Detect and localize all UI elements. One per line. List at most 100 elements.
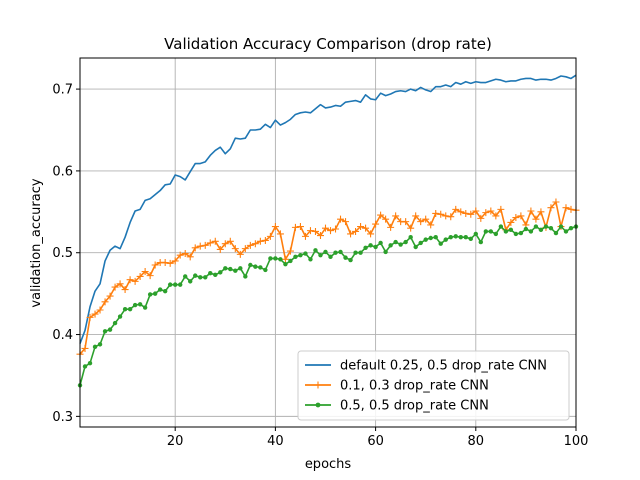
data-point (188, 279, 193, 284)
series-2 (76, 198, 580, 358)
data-point (147, 292, 153, 297)
series-1 (79, 74, 577, 344)
y-tick-label: 0.4 (52, 328, 73, 343)
data-point (157, 287, 163, 292)
data-point (178, 282, 183, 287)
data-point (452, 205, 460, 213)
data-point (563, 229, 569, 234)
data-point (552, 198, 560, 206)
data-point (558, 224, 564, 229)
legend-label: 0.5, 0.5 drop_rate CNN (340, 399, 489, 414)
data-point (273, 256, 278, 261)
chart-title: Validation Accuracy Comparison (drop rat… (164, 35, 492, 53)
data-point (553, 230, 559, 236)
data-point (231, 245, 239, 253)
y-tick-label: 0.5 (52, 246, 73, 261)
legend-entry-3: 0.5, 0.5 drop_rate CNN (305, 399, 489, 414)
data-point (208, 270, 213, 276)
data-point (427, 221, 435, 229)
data-point (316, 232, 324, 240)
data-point (398, 242, 403, 247)
data-point (402, 218, 410, 226)
data-point (106, 292, 114, 300)
data-point (221, 240, 229, 248)
data-point (548, 225, 554, 231)
data-point (176, 251, 184, 259)
legend-box (297, 350, 570, 421)
data-point (228, 266, 233, 272)
data-point (468, 236, 473, 242)
data-point (323, 249, 328, 255)
data-point (407, 224, 415, 232)
data-point (198, 275, 203, 280)
data-point (347, 230, 355, 238)
data-point (258, 265, 263, 270)
data-point (343, 255, 348, 260)
series-3 (77, 224, 579, 388)
data-point (271, 223, 279, 231)
data-point (392, 212, 400, 220)
data-point (358, 250, 363, 255)
data-point (311, 227, 319, 235)
data-point (193, 273, 198, 278)
data-point (328, 254, 333, 260)
x-tick-label: 80 (468, 434, 485, 449)
data-point (367, 230, 375, 238)
x-tick-label: 40 (267, 434, 284, 449)
data-point (428, 235, 433, 241)
data-point (448, 234, 453, 240)
data-point (238, 266, 243, 271)
data-point (568, 225, 574, 231)
data-point (218, 270, 223, 275)
data-point (161, 259, 169, 267)
y-tick-label: 0.3 (52, 410, 73, 425)
data-point (226, 237, 234, 245)
axes: 20 40 60 80 100 0.3 0.4 0.5 0.6 0.7 (52, 57, 588, 449)
data-point (457, 208, 465, 216)
data-point (512, 214, 520, 222)
data-point (241, 245, 249, 253)
data-point (298, 252, 303, 258)
data-point (152, 291, 158, 296)
data-point (353, 250, 358, 255)
data-point (203, 275, 208, 280)
data-point (276, 230, 284, 238)
data-point (293, 254, 298, 260)
data-point (283, 261, 288, 267)
data-point (281, 255, 289, 263)
data-point (337, 215, 345, 223)
x-tick-label: 20 (167, 434, 184, 449)
data-point (533, 224, 539, 229)
data-point (408, 234, 413, 240)
data-point (82, 364, 88, 369)
data-point (191, 244, 199, 252)
data-point (527, 207, 535, 215)
legend-entry-2: 0.1, 0.3 drop_rate CNN (305, 379, 489, 394)
data-point (121, 286, 129, 294)
data-point (352, 227, 360, 235)
data-point (503, 229, 509, 234)
data-point (382, 215, 390, 223)
legend: default 0.25, 0.5 drop_rate CNN 0.1, 0.3 … (297, 350, 570, 421)
data-point (507, 218, 515, 226)
data-point (136, 272, 144, 280)
data-point (487, 207, 495, 215)
data-point (261, 236, 269, 244)
data-point (482, 209, 490, 217)
data-point (102, 329, 108, 334)
data-point (467, 210, 475, 218)
legend-label: default 0.25, 0.5 drop_rate CNN (340, 359, 547, 374)
data-point (233, 268, 238, 273)
data-point (338, 249, 343, 255)
data-point (308, 257, 313, 262)
data-point (417, 218, 425, 226)
data-point (513, 231, 519, 237)
data-point (112, 320, 118, 326)
data-point (196, 242, 204, 250)
data-point (137, 302, 143, 307)
data-point (438, 241, 443, 246)
data-point (126, 276, 134, 284)
data-point (167, 282, 173, 287)
data-point (111, 283, 119, 291)
data-point (96, 306, 104, 314)
